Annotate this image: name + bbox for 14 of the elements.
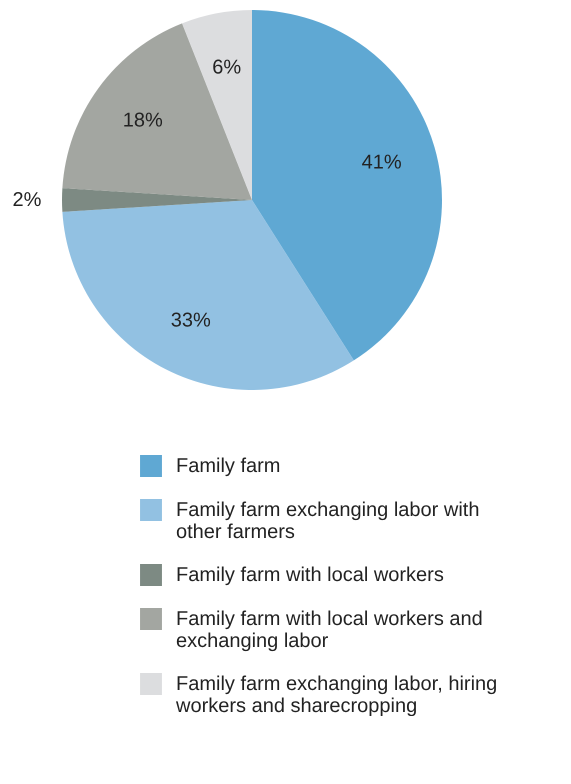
data-label: 6% xyxy=(212,56,242,78)
data-label: 18% xyxy=(122,110,164,132)
pie-slice xyxy=(62,200,354,390)
data-label: 41% xyxy=(362,151,402,174)
pie-slice xyxy=(182,10,252,200)
pie-slice xyxy=(62,23,252,200)
data-label: 33% xyxy=(170,309,211,332)
legend-label: Family farm exchanging labor, hiring workers and sharecropping xyxy=(175,673,498,717)
legend-label: Family farm exchanging labor with other farmers xyxy=(176,499,480,543)
legend-label: Family farm with local workers xyxy=(176,564,444,586)
data-label: 2% xyxy=(12,189,42,211)
legend-label: Family farm xyxy=(176,455,280,477)
legend-label: Family farm with local workers and exchanging labor xyxy=(176,608,483,652)
pie-slice xyxy=(252,10,442,360)
